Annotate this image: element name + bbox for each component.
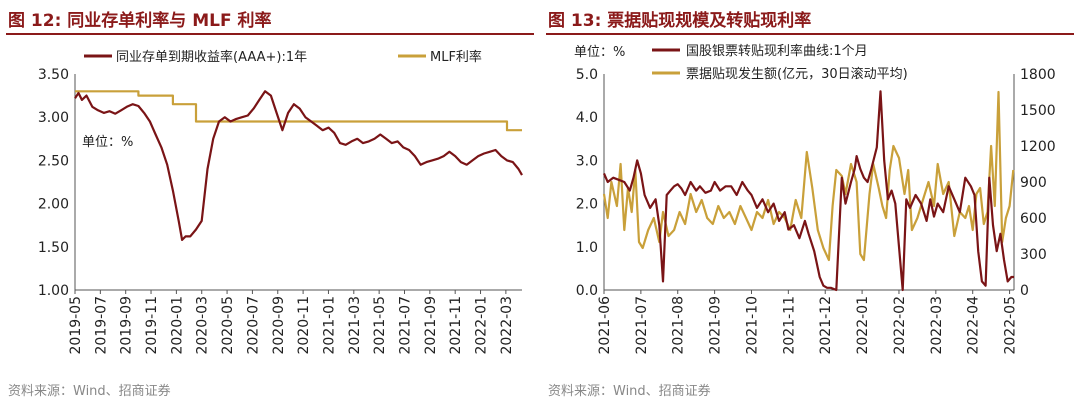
x-tick-label: 2021-06 <box>597 296 613 355</box>
x-tick-label: 2020-03 <box>195 296 211 355</box>
y2-tick-label: 1800 <box>1020 67 1056 83</box>
y-tick-label: 4.0 <box>576 110 598 126</box>
x-tick-label: 2022-04 <box>966 296 982 355</box>
x-tick-label: 2021-11 <box>781 296 797 355</box>
rediscount-rate-line <box>602 90 1014 292</box>
y-tick-label: 0.0 <box>576 283 598 299</box>
x-tick-label: 2021-10 <box>744 296 760 355</box>
legend-label-volume: 票据贴现发生额(亿元，30日滚动平均) <box>686 66 908 82</box>
y-tick-label: 2.50 <box>38 153 69 169</box>
x-tick-label: 2020-07 <box>245 296 261 355</box>
left-source-note: 资料来源：Wind、招商证券 <box>8 384 171 399</box>
x-tick-label: 2020-09 <box>271 296 287 355</box>
x-tick-label: 2022-03 <box>499 296 515 355</box>
y-tick-label: 5.0 <box>576 67 598 83</box>
left-chart-panel: 图 12: 同业存单利率与 MLF 利率 3.50 3.00 2.50 2.00 1.5… <box>6 11 534 399</box>
x-tick-label: 2021-09 <box>708 296 724 355</box>
legend-label-ncd: 同业存单到期收益率(AAA+):1年 <box>116 49 307 65</box>
unit-label: 单位：% <box>574 45 625 60</box>
y-tick-label: 2.00 <box>38 197 69 213</box>
right-chart: 5.0 4.0 3.0 2.0 1.0 0.0 1800 1500 1200 900 600 300 0… <box>574 43 1056 355</box>
x-tick-label: 2022-02 <box>892 296 908 355</box>
x-tick-label: 2022-03 <box>929 296 945 355</box>
x-tick-label: 2021-09 <box>423 296 439 355</box>
x-tick-label: 2020-01 <box>169 296 185 355</box>
legend-label-rate: 国股银票转贴现利率曲线:1个月 <box>686 43 868 59</box>
y2-tick-label: 300 <box>1020 247 1047 263</box>
unit-label: 单位：% <box>82 135 133 150</box>
x-tick-label: 2021-03 <box>347 296 363 355</box>
left-title-rule <box>6 33 534 35</box>
y2-tick-label: 600 <box>1020 211 1047 227</box>
x-tick-label: 2022-05 <box>1003 296 1019 355</box>
x-tick-label: 2020-05 <box>220 296 236 355</box>
legend-label-mlf: MLF利率 <box>430 49 482 65</box>
left-chart-title: 图 12: 同业存单利率与 MLF 利率 <box>8 11 272 31</box>
x-tick-label: 2019-07 <box>93 296 109 355</box>
x-tick-label: 2021-07 <box>634 296 650 355</box>
y-tick-label: 2.0 <box>576 197 598 213</box>
y-tick-label: 1.50 <box>38 240 69 256</box>
x-tick-label: 2021-12 <box>818 296 834 355</box>
y-tick-label: 3.00 <box>38 110 69 126</box>
x-tick-label: 2021-07 <box>397 296 413 355</box>
x-tick-label: 2021-08 <box>671 296 687 355</box>
y-tick-label: 3.50 <box>38 67 69 83</box>
y2-tick-label: 0 <box>1020 283 1029 299</box>
x-tick-label: 2022-01 <box>855 296 871 355</box>
y-tick-label: 3.0 <box>576 153 598 169</box>
x-tick-label: 2021-11 <box>448 296 464 355</box>
right-chart-title: 图 13: 票据贴现规模及转贴现利率 <box>548 11 812 31</box>
x-tick-label: 2021-01 <box>321 296 337 355</box>
right-title-rule <box>546 33 1074 35</box>
mlf-rate-line <box>75 90 522 132</box>
y2-tick-label: 1200 <box>1020 139 1056 155</box>
right-source-note: 资料来源：Wind、招商证券 <box>548 384 711 399</box>
right-chart-panel: 图 13: 票据贴现规模及转贴现利率 5.0 4.0 3.0 2.0 1.0 0.0 180… <box>540 0 1080 403</box>
x-tick-label: 2019-05 <box>68 296 84 355</box>
x-tick-label: 2022-01 <box>474 296 490 355</box>
y2-tick-label: 900 <box>1020 175 1047 191</box>
y-tick-label: 1.00 <box>38 283 69 299</box>
x-tick-label: 2021-05 <box>372 296 388 355</box>
x-tick-label: 2020-11 <box>296 296 312 355</box>
y-tick-label: 1.0 <box>576 240 598 256</box>
x-tick-label: 2019-11 <box>144 296 160 355</box>
ncd-yield-line <box>74 90 523 241</box>
y2-tick-label: 1500 <box>1020 103 1056 119</box>
x-tick-label: 2019-09 <box>119 296 135 355</box>
